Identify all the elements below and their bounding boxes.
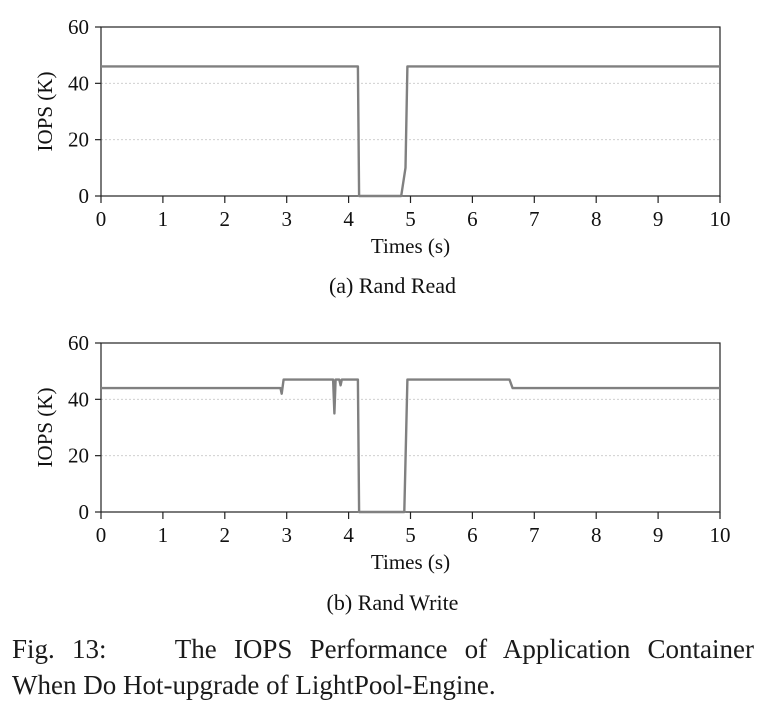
y-tick-label: 20 bbox=[68, 444, 89, 468]
x-tick-label: 8 bbox=[591, 523, 602, 547]
chart-subtitle: (b) Rand Write bbox=[327, 590, 459, 615]
x-tick-label: 7 bbox=[529, 207, 540, 231]
x-tick-label: 5 bbox=[405, 523, 416, 547]
x-tick-label: 0 bbox=[96, 207, 107, 231]
x-tick-label: 2 bbox=[220, 207, 231, 231]
x-tick-label: 1 bbox=[158, 523, 169, 547]
x-tick-label: 9 bbox=[653, 523, 664, 547]
y-tick-label: 60 bbox=[68, 331, 89, 355]
chart-subtitle: (a) Rand Read bbox=[329, 273, 456, 298]
figure-caption-line-2: When Do Hot-upgrade of LightPool-Engine. bbox=[12, 670, 496, 700]
x-tick-label: 7 bbox=[529, 523, 540, 547]
x-tick-label: 0 bbox=[96, 523, 107, 547]
x-tick-label: 4 bbox=[343, 207, 354, 231]
x-tick-label: 10 bbox=[710, 523, 731, 547]
y-tick-label: 0 bbox=[79, 500, 90, 524]
x-tick-label: 6 bbox=[467, 207, 478, 231]
figure-caption-line-1: Fig. 13: The IOPS Performance of Applica… bbox=[12, 634, 754, 664]
plot-frame bbox=[100, 26, 721, 197]
y-tick-label: 40 bbox=[68, 387, 89, 411]
x-axis-label: Times (s) bbox=[371, 550, 450, 574]
series-line bbox=[101, 65, 720, 198]
chart-rand-write: 0 20 40 60 0 1 2 3 4 5 6 7 8 9 10 Times (s) IOPS (K) (b) … bbox=[33, 331, 731, 615]
x-tick-label: 2 bbox=[220, 523, 231, 547]
y-tick-label: 20 bbox=[68, 128, 89, 152]
x-tick-label: 6 bbox=[467, 523, 478, 547]
x-tick-label: 8 bbox=[591, 207, 602, 231]
x-tick-label: 1 bbox=[158, 207, 169, 231]
y-tick-label: 40 bbox=[68, 71, 89, 95]
chart-rand-read: 0 20 40 60 0 1 2 3 4 5 6 7 8 9 10 Times (s) IOPS (K) (a) … bbox=[33, 15, 731, 298]
plot-frame bbox=[100, 342, 721, 513]
x-tick-label: 4 bbox=[343, 523, 354, 547]
x-tick-label: 10 bbox=[710, 207, 731, 231]
y-tick-label: 60 bbox=[68, 15, 89, 39]
series-line bbox=[101, 378, 720, 514]
x-axis-label: Times (s) bbox=[371, 234, 450, 258]
x-tick-label: 9 bbox=[653, 207, 664, 231]
x-tick-label: 3 bbox=[281, 207, 292, 231]
y-axis-label: IOPS (K) bbox=[33, 72, 57, 152]
y-axis-label: IOPS (K) bbox=[33, 388, 57, 468]
x-tick-label: 3 bbox=[281, 523, 292, 547]
x-tick-label: 5 bbox=[405, 207, 416, 231]
y-tick-label: 0 bbox=[79, 184, 90, 208]
